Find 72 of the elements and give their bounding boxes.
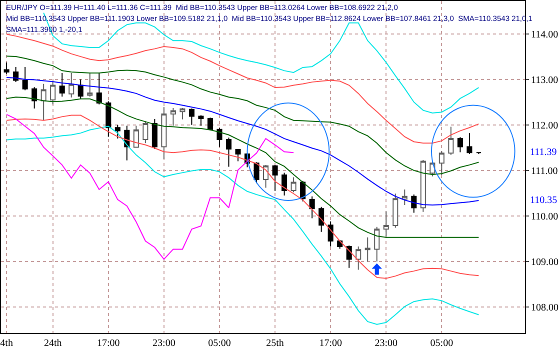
x-tick-label: 05:00 xyxy=(208,338,231,349)
candlestick xyxy=(207,117,213,131)
candlestick xyxy=(309,196,315,219)
candlestick xyxy=(263,164,269,188)
text: 110.35 xyxy=(530,195,558,206)
candlestick xyxy=(411,194,417,214)
line-series xyxy=(6,34,480,144)
x-tick-label: 17:00 xyxy=(319,338,342,349)
candlestick xyxy=(4,62,10,74)
candlestick xyxy=(96,72,102,105)
line-series xyxy=(6,126,480,325)
y-tick-label: 112.00 xyxy=(531,120,558,132)
candlestick xyxy=(272,164,278,192)
candlestick xyxy=(78,78,84,99)
y-tick-label: 114.00 xyxy=(531,29,558,40)
y-tick-label: 108.00 xyxy=(531,302,558,314)
candlestick xyxy=(142,120,148,144)
candlestick xyxy=(59,72,65,98)
candlestick xyxy=(254,162,260,184)
candlestick xyxy=(216,128,222,148)
candlestick xyxy=(290,176,296,193)
candlestick xyxy=(87,72,93,98)
x-tick-label: 05:00 xyxy=(430,338,454,349)
line-series xyxy=(6,96,480,238)
candlestick xyxy=(161,106,167,160)
candlestick xyxy=(114,124,120,140)
candlestick xyxy=(235,148,241,162)
line-series xyxy=(6,114,480,279)
candlestick xyxy=(356,246,362,270)
x-tick-label: 17:00 xyxy=(97,338,120,349)
candlestick xyxy=(198,114,204,126)
line-series xyxy=(6,77,480,206)
y-tick-label: 110.00 xyxy=(531,211,558,222)
x-tick-label: 25th xyxy=(266,338,284,349)
candlestick xyxy=(133,125,139,148)
candlestick xyxy=(420,159,426,212)
candlestick xyxy=(383,210,389,237)
candlestick xyxy=(282,172,288,196)
x-tick-label: 23:00 xyxy=(374,338,398,349)
line-series xyxy=(6,114,294,260)
y-tick-label: 113.00 xyxy=(531,74,558,86)
candlestick xyxy=(466,132,472,155)
line-series xyxy=(6,56,480,176)
text: 111.39 xyxy=(530,147,557,158)
candlestick xyxy=(22,66,28,91)
candlestick xyxy=(364,236,370,262)
candlestick xyxy=(170,108,176,126)
candlestick xyxy=(346,245,352,268)
candlestick xyxy=(152,118,158,150)
x-tick-label: 24th xyxy=(44,338,62,349)
candlestick xyxy=(32,86,38,109)
candlestick xyxy=(328,220,334,247)
candlestick xyxy=(13,66,19,83)
y-tick-label: 111.00 xyxy=(531,166,558,177)
candlestick xyxy=(50,81,56,105)
candlestick xyxy=(180,108,186,120)
x-tick-label: 4th xyxy=(0,338,13,349)
candlestick xyxy=(448,126,454,156)
candlestick xyxy=(476,152,482,155)
candlestick xyxy=(457,136,463,153)
y-tick-label: 109.00 xyxy=(531,257,558,268)
candlestick xyxy=(402,189,408,206)
candlestick xyxy=(392,193,398,228)
candlestick xyxy=(318,206,324,232)
candlestick xyxy=(188,108,194,126)
candlestick xyxy=(106,100,112,138)
candlestick xyxy=(226,137,232,168)
candlestick xyxy=(40,83,46,121)
x-tick-label: 23:00 xyxy=(152,338,176,349)
candlestick xyxy=(68,72,74,98)
candlestick xyxy=(374,226,380,262)
candlestick xyxy=(438,150,444,176)
